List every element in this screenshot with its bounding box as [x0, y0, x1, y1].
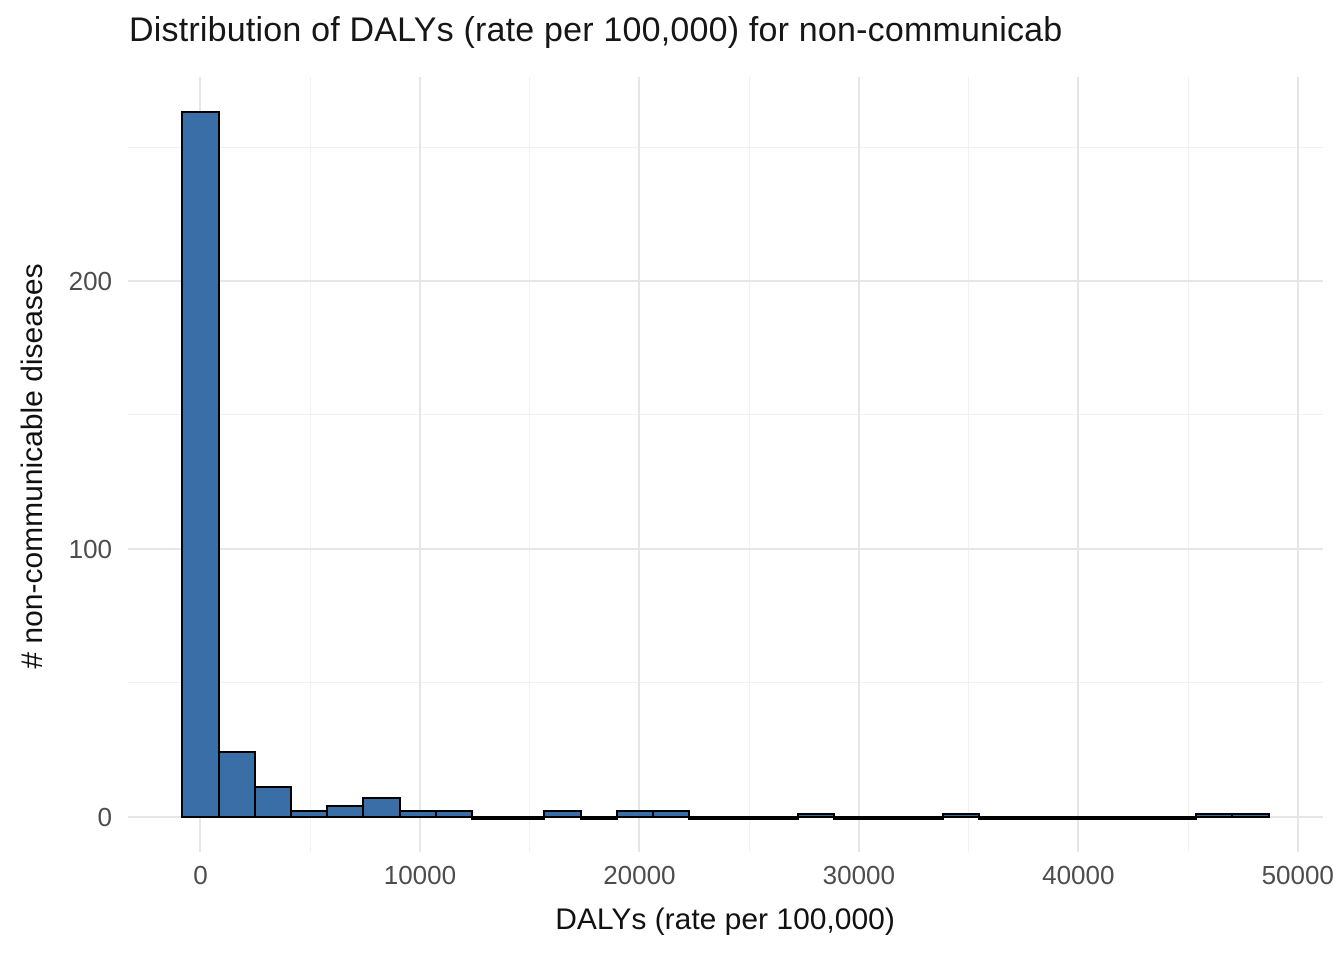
- histogram-bar: [833, 815, 872, 820]
- histogram-bar: [724, 815, 763, 820]
- x-major-gridline: [418, 77, 421, 852]
- histogram-bar: [1195, 812, 1234, 818]
- x-axis-title: DALYs (rate per 100,000): [555, 903, 895, 936]
- x-major-gridline: [1077, 77, 1080, 852]
- y-major-gridline: [128, 547, 1323, 550]
- y-minor-gridline: [128, 682, 1323, 684]
- histogram-bar: [977, 815, 1017, 820]
- x-tick-label: 50000: [1261, 860, 1334, 890]
- histogram-bar: [1159, 815, 1198, 820]
- x-tick-label: 0: [193, 860, 208, 890]
- histogram-bar: [362, 796, 401, 818]
- y-minor-gridline: [128, 146, 1323, 148]
- y-axis-title: # non-communicable diseases: [16, 263, 49, 669]
- histogram-bar: [326, 804, 365, 818]
- x-minor-gridline: [748, 77, 750, 852]
- y-tick-label: 100: [68, 533, 112, 564]
- chart-title: Distribution of DALYs (rate per 100,000)…: [129, 11, 1063, 49]
- x-minor-gridline: [968, 77, 970, 852]
- y-tick-label: 0: [97, 801, 112, 832]
- x-tick-label: 30000: [822, 860, 895, 890]
- histogram-bar: [760, 815, 799, 820]
- histogram-bar: [398, 810, 437, 818]
- histogram-bar: [652, 810, 691, 818]
- histogram-bar: [434, 810, 473, 818]
- x-major-gridline: [1296, 77, 1299, 852]
- histogram-bar: [1050, 815, 1089, 820]
- histogram-bar: [1086, 815, 1125, 820]
- plot-panel: [128, 77, 1323, 852]
- y-tick-label: 200: [68, 266, 112, 297]
- y-major-gridline: [128, 280, 1323, 283]
- histogram-bar: [1231, 812, 1270, 818]
- histogram-bar: [688, 815, 727, 820]
- histogram-bar: [579, 815, 618, 820]
- histogram-bar: [941, 812, 980, 818]
- histogram-bar: [471, 815, 510, 820]
- x-minor-gridline: [309, 77, 311, 852]
- histogram-bar: [615, 810, 655, 818]
- x-major-gridline: [638, 77, 641, 852]
- x-tick-label: 40000: [1042, 860, 1115, 890]
- histogram-bar: [1122, 815, 1162, 820]
- histogram-bar: [1014, 815, 1053, 820]
- x-major-gridline: [857, 77, 860, 852]
- histogram-bar: [543, 810, 582, 818]
- y-minor-gridline: [128, 414, 1323, 416]
- x-minor-gridline: [1187, 77, 1189, 852]
- x-minor-gridline: [529, 77, 531, 852]
- x-tick-label: 10000: [383, 860, 457, 890]
- histogram-bar: [796, 812, 836, 818]
- histogram-bar: [507, 815, 546, 820]
- histogram-bar: [217, 751, 256, 818]
- histogram-bar: [253, 786, 292, 818]
- histogram-bar: [181, 111, 220, 818]
- histogram-bar: [869, 815, 908, 820]
- x-tick-label: 20000: [603, 860, 676, 890]
- histogram-bar: [289, 810, 329, 818]
- histogram-bar: [905, 815, 944, 820]
